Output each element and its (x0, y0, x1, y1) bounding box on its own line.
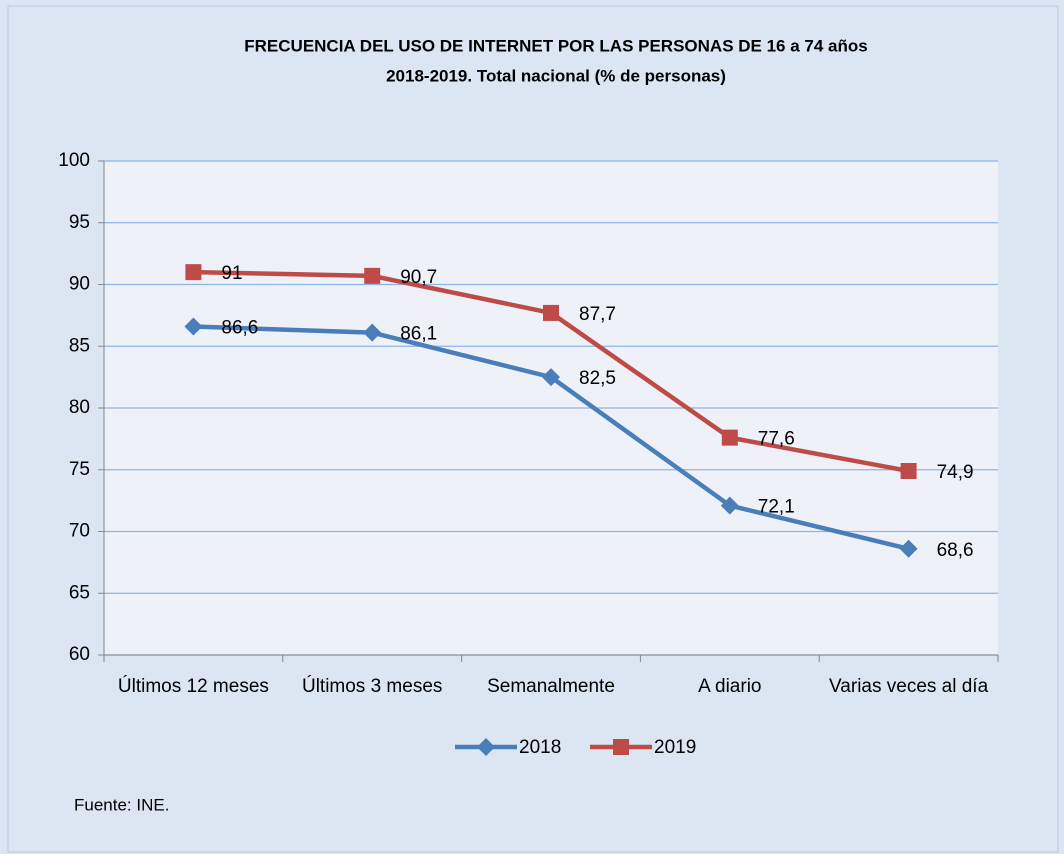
data-point (185, 264, 202, 281)
data-point (543, 304, 559, 321)
x-tick-label: Últimos 12 meses (117, 676, 269, 697)
data-label: 91 (221, 263, 242, 284)
x-tick-label: Semanalmente (487, 676, 615, 697)
data-point (184, 317, 203, 336)
data-label: 86,6 (221, 318, 258, 339)
data-label: 87,7 (579, 304, 616, 325)
source: Fuente: INE. (74, 795, 169, 814)
data-label: 68,6 (937, 540, 974, 561)
data-label: 72,1 (758, 497, 795, 518)
y-tick-label: 75 (69, 459, 90, 480)
chart-subtitle: 2018-2019. Total nacional (% de personas… (386, 66, 726, 85)
x-tick-label: A diario (698, 676, 762, 697)
chart-title: FRECUENCIA DEL USO DE INTERNET POR LAS P… (244, 36, 867, 55)
legend-marker (613, 739, 629, 755)
data-point (364, 267, 381, 284)
legend-label: 2018 (519, 737, 561, 758)
x-tick-label: Varias veces al día (829, 676, 989, 697)
data-point (721, 429, 738, 446)
y-tick-label: 95 (69, 212, 90, 233)
y-tick-label: 80 (69, 397, 90, 418)
y-tick-label: 90 (69, 274, 90, 295)
y-tick-label: 85 (69, 335, 90, 356)
data-point (900, 462, 917, 479)
data-point (363, 323, 382, 342)
legend-marker (477, 738, 495, 756)
data-label: 90,7 (400, 267, 437, 288)
data-point (899, 539, 918, 558)
y-tick-label: 65 (69, 582, 90, 603)
legend-label: 2019 (654, 737, 696, 758)
y-tick-label: 70 (69, 521, 90, 542)
y-tick-label: 60 (69, 644, 90, 665)
data-label: 77,6 (758, 429, 795, 450)
data-label: 86,1 (400, 324, 437, 345)
data-label: 82,5 (579, 368, 616, 389)
data-point (720, 496, 739, 515)
data-point (542, 368, 560, 387)
x-tick-label: Últimos 3 meses (301, 676, 443, 697)
y-tick-label: 100 (58, 150, 90, 171)
data-label: 74,9 (937, 462, 974, 483)
